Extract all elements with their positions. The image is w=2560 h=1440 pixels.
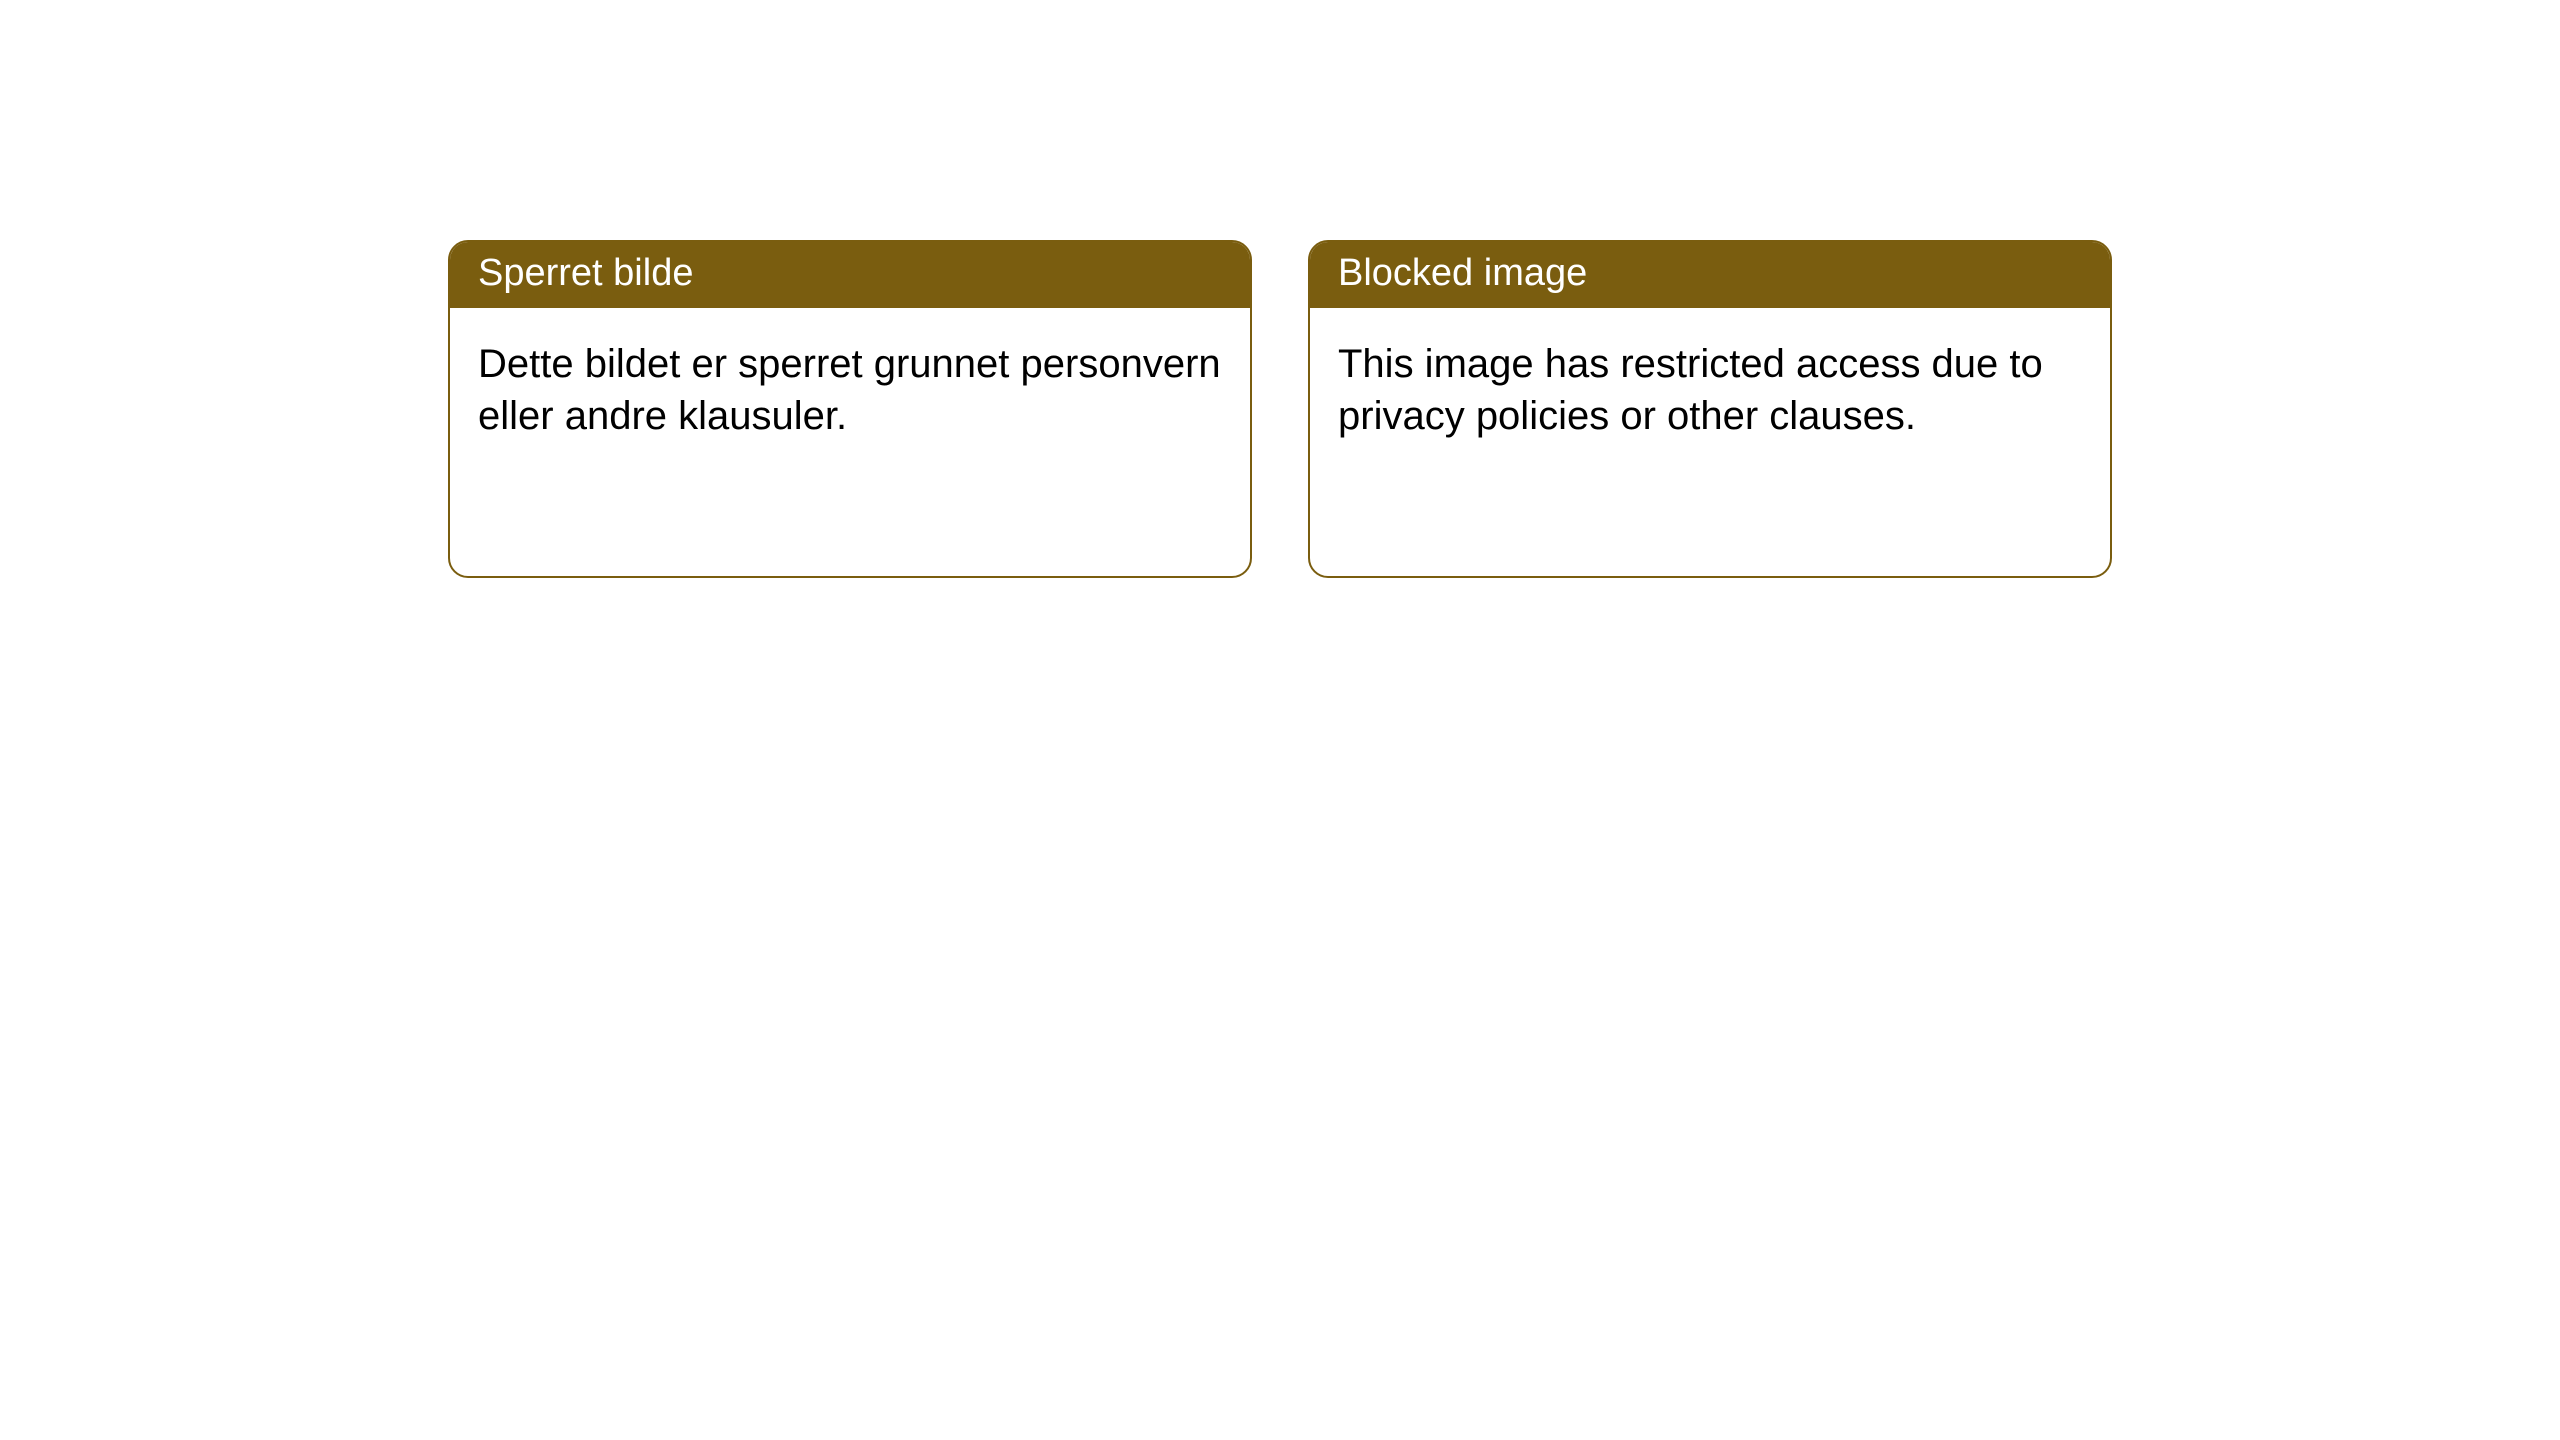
card-body: Dette bildet er sperret grunnet personve… (450, 308, 1250, 472)
notice-cards-container: Sperret bilde Dette bildet er sperret gr… (0, 0, 2560, 578)
card-header: Blocked image (1310, 242, 2110, 308)
card-header: Sperret bilde (450, 242, 1250, 308)
notice-card-norwegian: Sperret bilde Dette bildet er sperret gr… (448, 240, 1252, 578)
notice-card-english: Blocked image This image has restricted … (1308, 240, 2112, 578)
card-body: This image has restricted access due to … (1310, 308, 2110, 472)
